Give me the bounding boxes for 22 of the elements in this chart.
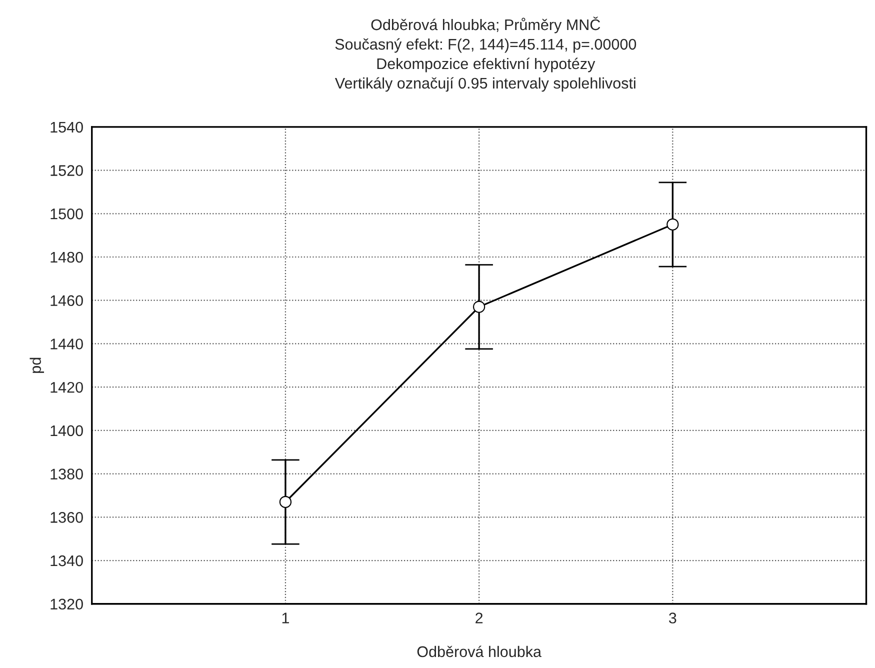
y-tick-label: 1320 bbox=[50, 598, 83, 610]
y-tick-label: 1400 bbox=[50, 425, 83, 436]
y-tick-label: 1340 bbox=[50, 555, 83, 566]
y-tick-label: 1540 bbox=[50, 122, 83, 133]
y-tick-label: 1440 bbox=[50, 338, 83, 350]
y-axis-title: pd bbox=[30, 358, 44, 373]
y-tick-label: 1460 bbox=[50, 295, 83, 306]
x-tick-label: 2 bbox=[476, 612, 483, 624]
y-tick-label: 1360 bbox=[50, 512, 83, 523]
x-axis-title: Odběrová hloubka bbox=[417, 646, 542, 658]
y-tick-label: 1520 bbox=[50, 165, 83, 176]
chart-title: Odběrová hloubka; Průměry MNČ bbox=[371, 16, 600, 34]
x-tick-label: 3 bbox=[668, 612, 676, 624]
y-tick-label: 1380 bbox=[50, 468, 83, 480]
y-tick-label: 1420 bbox=[50, 382, 83, 393]
chart-subtitle: Současný efekt: F(2, 144)=45.114, p=.00000 Dekompozice efektivní hypotézy Vertikály označují 0.95 intervaly spolehlivosti bbox=[334, 38, 636, 92]
point bbox=[666, 218, 679, 231]
x-tick-label: 1 bbox=[282, 612, 289, 624]
y-tick-label: 1480 bbox=[50, 252, 83, 263]
point bbox=[472, 300, 486, 313]
point bbox=[279, 496, 292, 508]
y-tick-label: 1500 bbox=[50, 208, 83, 220]
